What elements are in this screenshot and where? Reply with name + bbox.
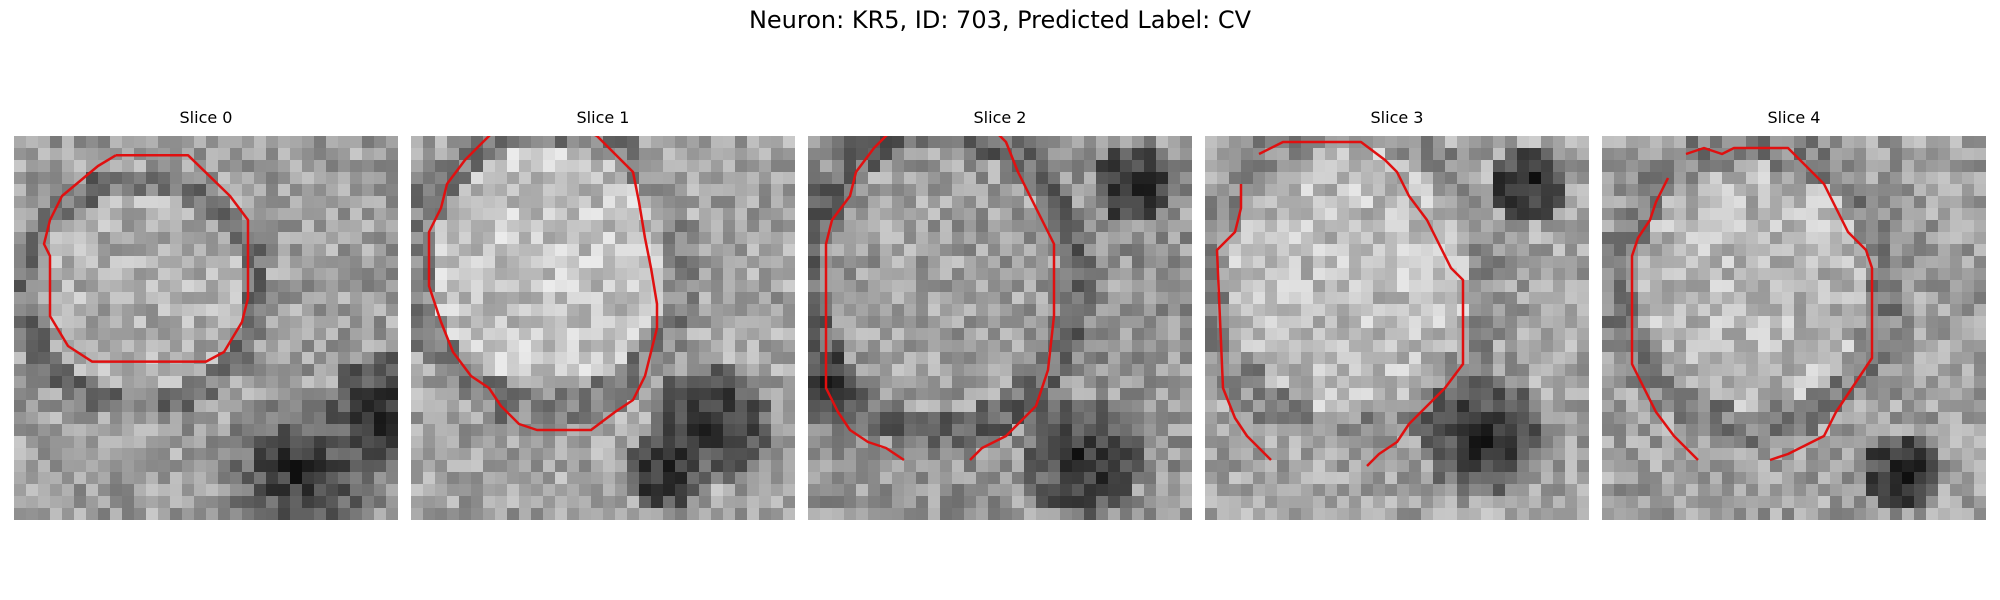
pixel-grid (1205, 136, 1589, 520)
segmentation-contour (1258, 140, 1465, 467)
slice-image (14, 136, 398, 520)
slice-image (808, 136, 1192, 520)
slice-image (1602, 136, 1986, 520)
segmentation-contour (1630, 177, 1699, 461)
segmentation-contour (824, 136, 905, 462)
segmentation-contour (1685, 146, 1874, 462)
pixel-grid (411, 136, 795, 520)
pixel-grid (808, 136, 1192, 520)
slice-panel-0: Slice 0 (14, 108, 398, 520)
slice-image (411, 136, 795, 520)
segmentation-contour (1215, 184, 1272, 461)
slice-panel-3: Slice 3 (1205, 108, 1589, 520)
slice-panel-2: Slice 2 (808, 108, 1192, 520)
slice-title: Slice 4 (1767, 108, 1821, 127)
segmentation-contour (969, 136, 1056, 461)
segmentation-contour (42, 153, 250, 363)
segmentation-contour (427, 136, 659, 432)
slice-title: Slice 3 (1370, 108, 1424, 127)
pixel-grid (14, 136, 398, 520)
slice-panel-4: Slice 4 (1602, 108, 1986, 520)
slice-title: Slice 0 (179, 108, 233, 127)
slice-title: Slice 1 (576, 108, 630, 127)
figure-title: Neuron: KR5, ID: 703, Predicted Label: C… (748, 6, 1252, 34)
slice-panel-1: Slice 1 (411, 108, 795, 520)
slice-image (1205, 136, 1589, 520)
slice-title: Slice 2 (973, 108, 1027, 127)
